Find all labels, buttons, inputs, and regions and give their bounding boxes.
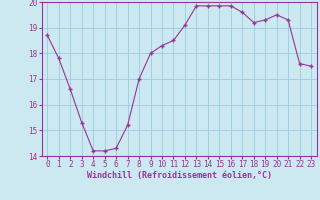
X-axis label: Windchill (Refroidissement éolien,°C): Windchill (Refroidissement éolien,°C) [87, 171, 272, 180]
